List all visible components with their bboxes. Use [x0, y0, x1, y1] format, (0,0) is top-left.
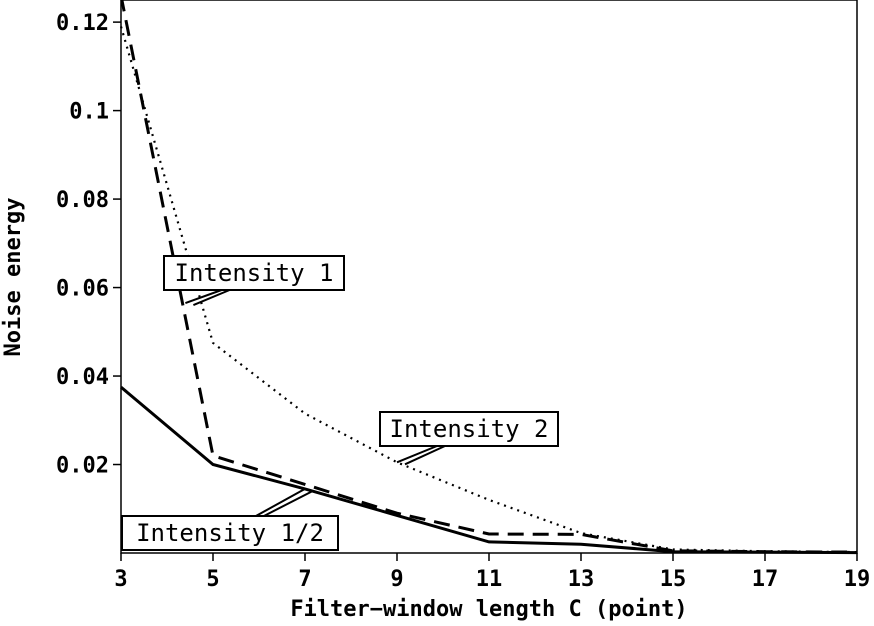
x-tick-label: 5 — [206, 567, 219, 592]
callout-leader — [263, 489, 314, 517]
x-tick-label: 7 — [298, 567, 311, 592]
callout-leader — [404, 445, 446, 466]
x-tick-label: 11 — [476, 567, 503, 592]
y-axis-title: Noise energy — [1, 198, 26, 357]
y-tick-label: 0.08 — [56, 188, 109, 213]
x-tick-label: 17 — [752, 567, 779, 592]
x-tick-label: 9 — [390, 567, 403, 592]
callout-leader — [185, 289, 222, 304]
callout-label: Intensity 1/2 — [136, 519, 324, 547]
y-tick-label: 0.06 — [56, 277, 109, 302]
callout-label: Intensity 1 — [175, 259, 334, 287]
y-tick-label: 0.02 — [56, 454, 109, 479]
y-tick-label: 0.12 — [56, 11, 109, 36]
y-tick-label: 0.04 — [56, 365, 109, 390]
x-tick-label: 13 — [568, 567, 595, 592]
callout-box — [379, 411, 559, 447]
y-axis: 0.02 0.04 0.06 0.08 0.1 0.12 — [56, 11, 121, 479]
series-line-intensity-1 — [120, 0, 858, 554]
callout-box — [163, 255, 345, 291]
callout-2: Intensity 2 — [379, 411, 559, 466]
callout-1: Intensity 1 — [163, 255, 345, 306]
callout-box — [121, 515, 339, 551]
callout-label: Intensity 2 — [390, 415, 549, 443]
x-axis: 3 5 7 9 11 13 15 17 19 — [114, 553, 870, 592]
callout-leader — [255, 487, 306, 517]
series-layer — [119, 0, 858, 555]
x-tick-label: 3 — [114, 567, 127, 592]
callout-3: Intensity 1/2 — [121, 487, 339, 551]
x-tick-label: 15 — [660, 567, 687, 592]
series-callouts: Intensity 1 Intensity 2 Intensity 1/2 — [121, 255, 559, 551]
x-axis-title: Filter−window length C (point) — [290, 597, 687, 622]
callout-leader — [396, 445, 438, 464]
callout-leader — [193, 289, 230, 306]
x-tick-label: 19 — [844, 567, 871, 592]
y-tick-label: 0.1 — [69, 100, 109, 125]
